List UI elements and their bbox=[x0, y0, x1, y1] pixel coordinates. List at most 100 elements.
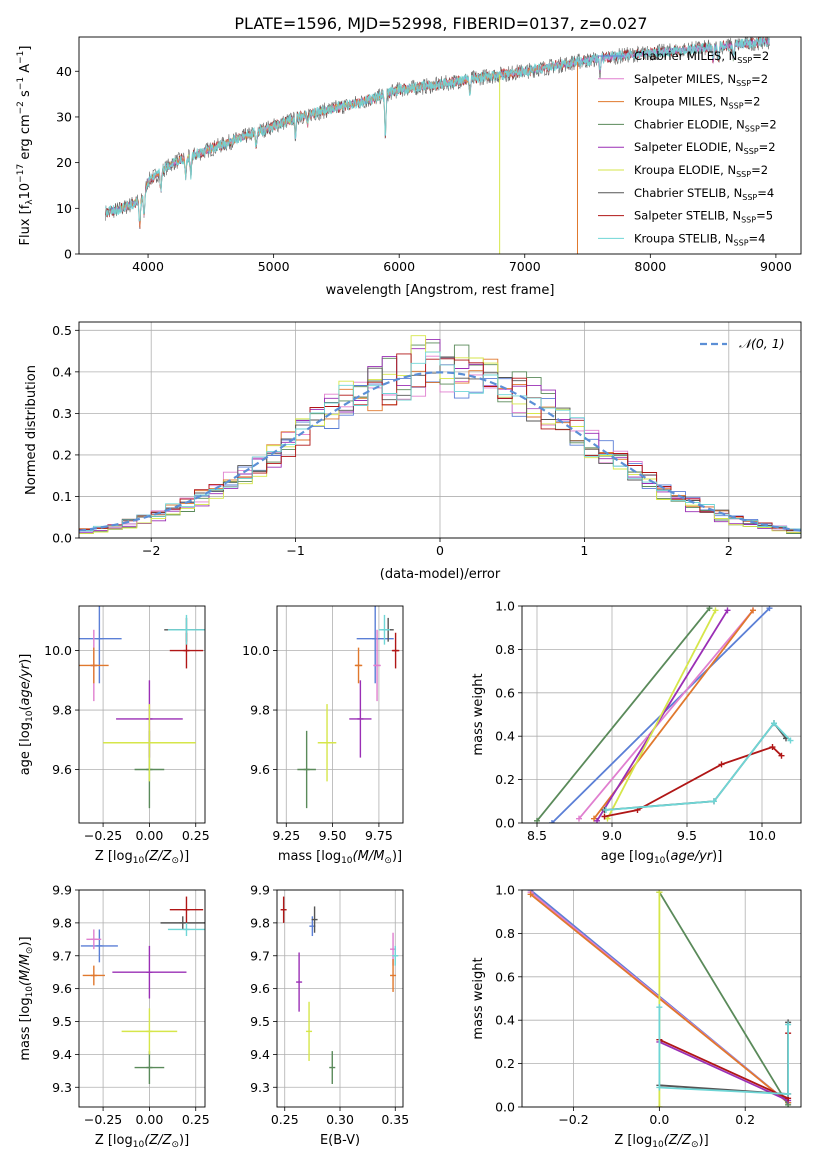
label-part: 10 bbox=[25, 710, 35, 722]
y-tick-label: 9.4 bbox=[250, 1047, 270, 1062]
y-axis-label: mass weight bbox=[471, 957, 486, 1039]
label-sub: 10 bbox=[652, 1140, 664, 1150]
label-part: −1 bbox=[16, 77, 26, 90]
legend-tail: =5 bbox=[756, 209, 773, 223]
x-tick-label: 0.00 bbox=[135, 828, 163, 843]
legend-name: Salpeter STELIB, N bbox=[634, 209, 741, 223]
y-tick-label: 0 bbox=[64, 247, 72, 262]
label-sub: 10 bbox=[133, 856, 145, 866]
axes-frame bbox=[78, 605, 206, 824]
spectrum-plot bbox=[105, 37, 770, 254]
age-vs-mass-plot bbox=[297, 606, 400, 809]
y-tick-label: 20 bbox=[56, 155, 72, 170]
label-part: Z [log bbox=[95, 849, 133, 864]
label-part: 10 bbox=[654, 856, 666, 866]
y-tick-label: 9.5 bbox=[250, 1014, 270, 1029]
legend-tail: =2 bbox=[759, 140, 776, 154]
x-tick-label: −2 bbox=[142, 543, 160, 558]
x-tick-label: 7000 bbox=[509, 259, 541, 274]
label-part: A bbox=[18, 64, 33, 77]
weight-line bbox=[596, 609, 729, 822]
weight-marker bbox=[656, 1084, 663, 1091]
label-part: s bbox=[18, 90, 33, 101]
y-tick-label: 9.5 bbox=[52, 1014, 72, 1029]
weight-marker bbox=[711, 798, 717, 805]
x-axis-label: Z [log10(Z/Z⊙)] bbox=[95, 849, 189, 866]
legend-name: Kroupa ELODIE, N bbox=[634, 163, 736, 177]
y-tick-label: 9.8 bbox=[250, 915, 270, 930]
y-tick-label: 0.8 bbox=[495, 926, 515, 941]
label-part: )] bbox=[712, 849, 722, 864]
x-tick-label: 5000 bbox=[258, 259, 290, 274]
label-part: )] bbox=[699, 1133, 709, 1148]
y-tick-label: 10 bbox=[56, 201, 72, 216]
label-sub: ⊙ bbox=[171, 856, 179, 866]
mass-vs-ebv-axes: 0.25 0.30 0.35 9.3 9.4 9.5 9.6 9.7 9.8 9.9 E(B-V) bbox=[250, 883, 409, 1149]
weight-marker bbox=[771, 720, 777, 727]
y-tick-label: 9.3 bbox=[52, 1080, 72, 1095]
legend-name: Chabrier ELODIE, N bbox=[634, 117, 745, 131]
label-part: −1 bbox=[16, 51, 26, 64]
x-tick-label: 10.0 bbox=[748, 828, 776, 843]
x-tick-label: 9.75 bbox=[365, 828, 393, 843]
x-tick-label: 0.25 bbox=[182, 828, 210, 843]
label-sub: ⊙ bbox=[171, 1140, 179, 1150]
y-axis-label: Normed distribution bbox=[24, 365, 39, 495]
weight-marker bbox=[656, 1104, 663, 1107]
x-tick-label: 6000 bbox=[383, 259, 415, 274]
x-tick-label: 0.00 bbox=[135, 1112, 163, 1127]
label-part: Z [log bbox=[614, 1133, 652, 1148]
label-part: ( bbox=[665, 849, 670, 864]
weight-marker bbox=[576, 815, 582, 822]
axes-frame bbox=[78, 36, 802, 255]
x-axis-label: wavelength [Angstrom, rest frame] bbox=[326, 283, 555, 298]
label-part: )] bbox=[18, 654, 33, 664]
weight-marker bbox=[712, 607, 719, 614]
label-part: )] bbox=[392, 849, 402, 864]
legend-sub: SSP bbox=[734, 238, 749, 247]
legend-tail: =2 bbox=[744, 95, 761, 109]
residual-histogram-axes: −2 −1 0 1 2 0.0 0.1 0.2 0.3 0.4 0.5 (data-model)/er… bbox=[24, 321, 802, 582]
y-tick-label: 0.1 bbox=[52, 489, 72, 504]
legend-label: Kroupa MILES, NSSP=2 bbox=[634, 95, 760, 111]
legend-sub: SSP bbox=[736, 79, 751, 88]
chart-panels: 4000 5000 6000 7000 8000 9000010203040wavelen… bbox=[16, 36, 802, 1150]
y-tick-label: 0.3 bbox=[52, 406, 72, 421]
label-part: )] bbox=[179, 849, 189, 864]
spectrum-axes: 4000 5000 6000 7000 8000 9000 0 10 20 30 40 wavelen… bbox=[16, 36, 802, 298]
y-tick-label: 0.4 bbox=[495, 729, 515, 744]
axes-frame bbox=[276, 889, 404, 1108]
y-tick-label: 10.0 bbox=[44, 643, 72, 658]
y-tick-label: 9.9 bbox=[52, 883, 72, 898]
legend-tail: =2 bbox=[751, 163, 768, 177]
y-tick-label: 9.7 bbox=[250, 948, 270, 963]
label-part: age [log bbox=[18, 722, 33, 775]
label-part: (Z/Z bbox=[144, 1133, 172, 1148]
x-axis-label: E(B-V) bbox=[320, 1133, 360, 1148]
y-tick-label: 10.0 bbox=[242, 643, 270, 658]
y-tick-label: 9.9 bbox=[250, 883, 270, 898]
y-tick-label: 9.8 bbox=[52, 915, 72, 930]
legend-label: Salpeter ELODIE, NSSP=2 bbox=[634, 140, 776, 156]
y-tick-label: 9.6 bbox=[250, 981, 270, 996]
x-tick-label: 9.50 bbox=[319, 828, 347, 843]
y-axis-label: Flux [fλ10−17 erg cm−2 s−1 A−1] bbox=[16, 46, 35, 246]
histogram-step bbox=[79, 351, 801, 531]
legend-tail: =2 bbox=[760, 117, 777, 131]
label-part: −17 bbox=[16, 164, 26, 183]
weight-line bbox=[658, 891, 789, 1106]
y-tick-label: 9.6 bbox=[52, 981, 72, 996]
x-tick-label: 0.2 bbox=[735, 1112, 755, 1127]
label-part: mass [log bbox=[18, 997, 33, 1060]
x-tick-label: 4000 bbox=[132, 259, 164, 274]
legend-sub: SSP bbox=[742, 193, 757, 202]
legend-label: 𝒩(0, 1) bbox=[739, 336, 785, 351]
age-vs-Z-plot bbox=[79, 606, 205, 809]
x-tick-label: 0.25 bbox=[182, 1112, 210, 1127]
label-part: ⊙ bbox=[25, 947, 35, 955]
y-tick-label: 9.6 bbox=[52, 762, 72, 777]
y-tick-label: 9.7 bbox=[52, 948, 72, 963]
legend-label: Salpeter MILES, NSSP=2 bbox=[634, 72, 768, 88]
y-tick-label: 40 bbox=[56, 64, 72, 79]
